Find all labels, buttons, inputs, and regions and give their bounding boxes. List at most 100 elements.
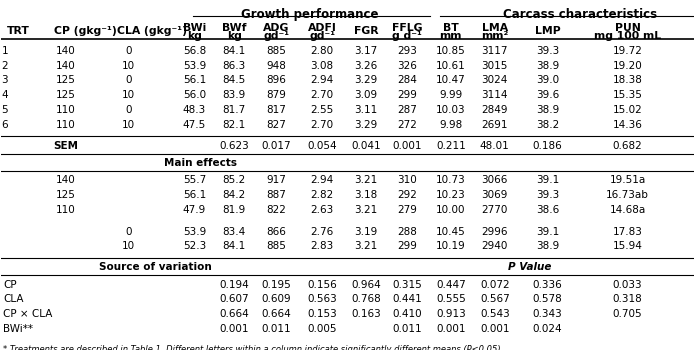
Text: 47.9: 47.9: [183, 205, 206, 215]
Text: 0.607: 0.607: [220, 294, 250, 304]
Text: 140: 140: [56, 46, 76, 56]
Text: 3.29: 3.29: [354, 120, 377, 130]
Text: 0.682: 0.682: [612, 141, 642, 150]
Text: 84.2: 84.2: [222, 190, 246, 200]
Text: 3.08: 3.08: [311, 61, 334, 71]
Text: 81.7: 81.7: [222, 105, 246, 115]
Text: 56.8: 56.8: [183, 46, 206, 56]
Text: 17.83: 17.83: [612, 227, 642, 237]
Text: 84.1: 84.1: [222, 241, 246, 251]
Text: 3024: 3024: [482, 76, 508, 85]
Text: 10.19: 10.19: [436, 241, 466, 251]
Text: P Value: P Value: [508, 262, 551, 272]
Text: 0.664: 0.664: [261, 309, 291, 319]
Text: 0.768: 0.768: [351, 294, 381, 304]
Text: 39.3: 39.3: [536, 46, 559, 56]
Text: CLA: CLA: [3, 294, 24, 304]
Text: Source of variation: Source of variation: [99, 262, 212, 272]
Text: 53.9: 53.9: [183, 61, 206, 71]
Text: 2.70: 2.70: [311, 90, 334, 100]
Text: 287: 287: [397, 105, 417, 115]
Text: 0: 0: [125, 105, 132, 115]
Text: 38.2: 38.2: [536, 120, 559, 130]
Text: 0.194: 0.194: [220, 280, 250, 290]
Text: FGR: FGR: [354, 26, 378, 36]
Text: TRT: TRT: [7, 26, 30, 36]
Text: 9.99: 9.99: [439, 90, 462, 100]
Text: 0.001: 0.001: [436, 324, 466, 334]
Text: 284: 284: [397, 76, 417, 85]
Text: 56.0: 56.0: [183, 90, 206, 100]
Text: 0.315: 0.315: [392, 280, 422, 290]
Text: 0.343: 0.343: [533, 309, 562, 319]
Text: 0.001: 0.001: [480, 324, 509, 334]
Text: 0.041: 0.041: [351, 141, 381, 150]
Text: 3: 3: [1, 76, 8, 85]
Text: 10.61: 10.61: [436, 61, 466, 71]
Text: 19.72: 19.72: [612, 46, 642, 56]
Text: 110: 110: [56, 120, 76, 130]
Text: 0.153: 0.153: [307, 309, 337, 319]
Text: 0.609: 0.609: [261, 294, 291, 304]
Text: mg 100 mL: mg 100 mL: [594, 31, 661, 41]
Text: 0.156: 0.156: [307, 280, 337, 290]
Text: 85.2: 85.2: [222, 175, 246, 186]
Text: 110: 110: [56, 205, 76, 215]
Text: 0.664: 0.664: [220, 309, 250, 319]
Text: 2691: 2691: [482, 120, 508, 130]
Text: 48.01: 48.01: [480, 141, 509, 150]
Text: 0.011: 0.011: [261, 324, 291, 334]
Text: 39.1: 39.1: [536, 227, 559, 237]
Text: kg: kg: [187, 31, 202, 41]
Text: 0.441: 0.441: [392, 294, 422, 304]
Text: 0.447: 0.447: [436, 280, 466, 290]
Text: 10: 10: [122, 61, 135, 71]
Text: 0.001: 0.001: [392, 141, 422, 150]
Text: 0.211: 0.211: [436, 141, 466, 150]
Text: 2.83: 2.83: [311, 241, 334, 251]
Text: 47.5: 47.5: [183, 120, 206, 130]
Text: 55.7: 55.7: [183, 175, 206, 186]
Text: 56.1: 56.1: [183, 190, 206, 200]
Text: 10.73: 10.73: [436, 175, 466, 186]
Text: 56.1: 56.1: [183, 76, 206, 85]
Text: LMA: LMA: [482, 23, 508, 33]
Text: 3.19: 3.19: [354, 227, 377, 237]
Text: 3.21: 3.21: [354, 175, 377, 186]
Text: * Treatments are described in Table 1. Different letters within a column indicat: * Treatments are described in Table 1. D…: [3, 345, 503, 350]
Text: kg: kg: [227, 31, 242, 41]
Text: 885: 885: [266, 46, 286, 56]
Text: 885: 885: [266, 241, 286, 251]
Text: FFLG: FFLG: [392, 23, 423, 33]
Text: 0.186: 0.186: [533, 141, 562, 150]
Text: 2940: 2940: [482, 241, 508, 251]
Text: 38.6: 38.6: [536, 205, 559, 215]
Text: 140: 140: [56, 61, 76, 71]
Text: 2.70: 2.70: [311, 120, 334, 130]
Text: 2996: 2996: [482, 227, 508, 237]
Text: 16.73ab: 16.73ab: [606, 190, 649, 200]
Text: 14.36: 14.36: [612, 120, 642, 130]
Text: 0.195: 0.195: [261, 280, 291, 290]
Text: 84.5: 84.5: [222, 76, 246, 85]
Text: 48.3: 48.3: [183, 105, 206, 115]
Text: 18.38: 18.38: [612, 76, 642, 85]
Text: 879: 879: [266, 90, 286, 100]
Text: LMP: LMP: [534, 26, 561, 36]
Text: 39.0: 39.0: [536, 76, 559, 85]
Text: 896: 896: [266, 76, 286, 85]
Text: 9.98: 9.98: [439, 120, 462, 130]
Text: 86.3: 86.3: [222, 61, 246, 71]
Text: ADFI: ADFI: [308, 23, 336, 33]
Text: 827: 827: [266, 120, 286, 130]
Text: 10.47: 10.47: [436, 76, 466, 85]
Text: 0.705: 0.705: [613, 309, 642, 319]
Text: 15.35: 15.35: [612, 90, 642, 100]
Text: 10.03: 10.03: [436, 105, 466, 115]
Text: 2770: 2770: [482, 205, 508, 215]
Text: 817: 817: [266, 105, 286, 115]
Text: 3117: 3117: [482, 46, 508, 56]
Text: 299: 299: [397, 241, 417, 251]
Text: mm: mm: [440, 31, 462, 41]
Text: 15.94: 15.94: [612, 241, 642, 251]
